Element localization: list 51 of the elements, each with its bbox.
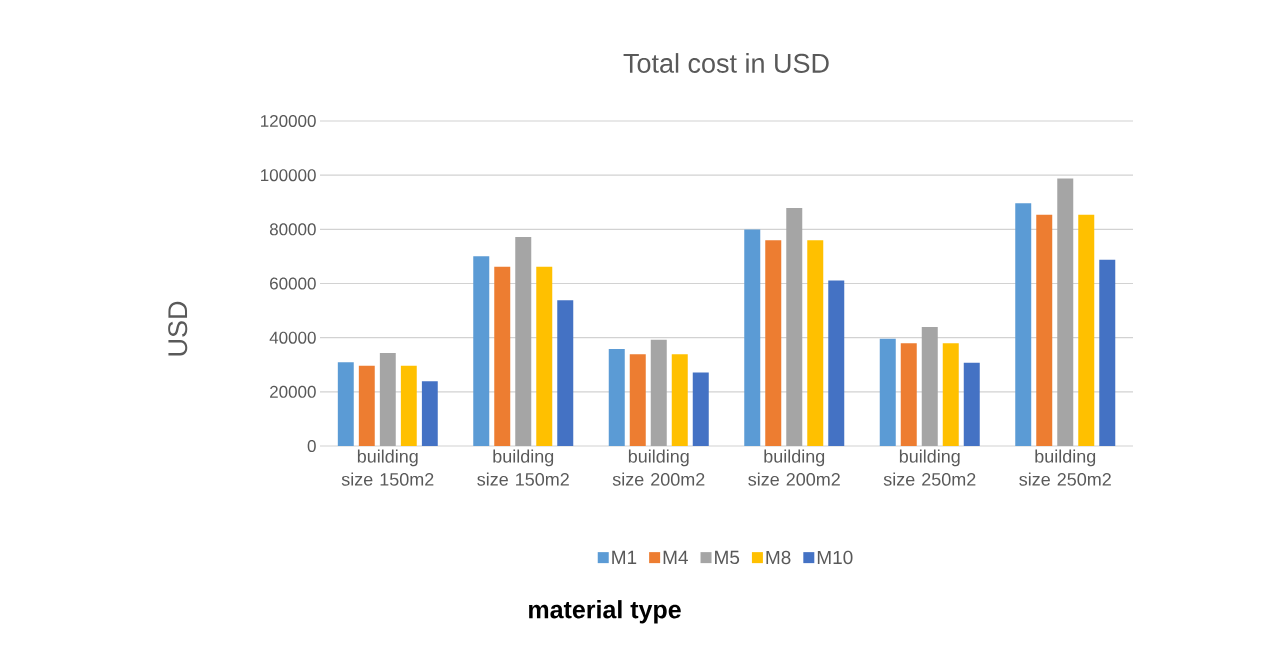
bar — [963, 362, 980, 446]
x-tick-label: building size 150m2 — [341, 449, 434, 486]
bar — [557, 300, 574, 446]
x-tick-label: building size 150m2 — [477, 449, 569, 486]
y-tick-label: 80000 — [269, 223, 316, 236]
y-tick-label: 120000 — [261, 114, 316, 128]
bar — [494, 266, 511, 446]
y-tick-label: 0 — [307, 439, 316, 453]
bar — [744, 229, 761, 446]
x-axis-title: material type — [529, 600, 681, 624]
bar — [421, 381, 438, 446]
bar — [765, 240, 782, 446]
legend-label: M10 — [817, 550, 853, 565]
legend-label: M8 — [766, 550, 791, 565]
bar — [337, 362, 354, 446]
legend-label: M1 — [612, 550, 637, 564]
bar — [1078, 214, 1095, 446]
y-tick-label: 20000 — [270, 385, 316, 398]
bar — [1099, 259, 1116, 446]
x-tick-label: building size 250m2 — [883, 449, 976, 486]
bar — [942, 343, 959, 446]
bar — [1057, 178, 1074, 446]
y-tick-label: 100000 — [261, 169, 316, 182]
bar — [400, 365, 417, 446]
bar — [828, 280, 845, 446]
bar — [358, 365, 375, 446]
bar — [879, 338, 896, 446]
bar — [536, 266, 553, 446]
x-tick-label: building size 200m2 — [748, 449, 840, 486]
bar — [608, 349, 625, 446]
bar — [379, 353, 396, 446]
y-tick-label: 40000 — [269, 331, 316, 344]
bar — [671, 354, 688, 446]
bar — [900, 343, 917, 446]
legend-label: M4 — [663, 550, 688, 564]
chart-title: Total cost in USD — [623, 53, 829, 73]
bar — [515, 236, 532, 446]
bar — [1015, 203, 1032, 446]
y-tick-label: 60000 — [270, 277, 316, 290]
bar — [921, 327, 938, 446]
x-tick-label: building size 250m2 — [1019, 449, 1111, 486]
bar — [629, 354, 646, 446]
x-tick-label: building size 200m2 — [612, 449, 705, 486]
bar — [650, 339, 667, 446]
bar — [786, 207, 803, 446]
legend-label: M5 — [715, 550, 740, 565]
bar — [1036, 214, 1053, 446]
bar — [807, 240, 824, 446]
y-axis-title: USD — [168, 301, 188, 356]
bar — [692, 372, 709, 446]
bar — [473, 256, 490, 446]
